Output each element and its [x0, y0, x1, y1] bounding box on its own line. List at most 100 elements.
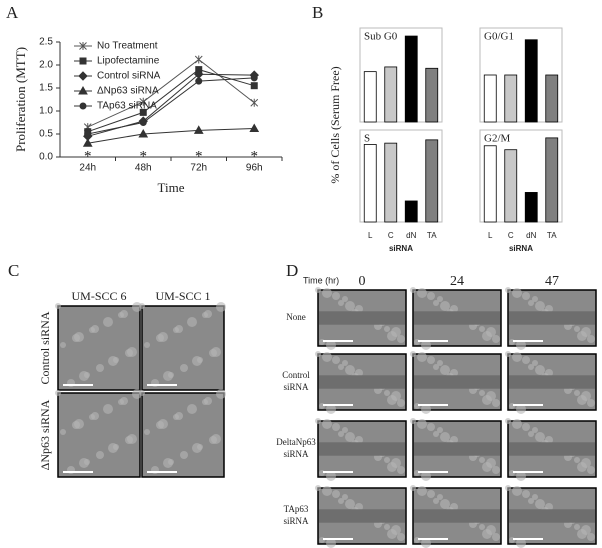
data-line — [87, 127, 255, 144]
cell-texture — [433, 498, 439, 504]
cell-texture — [421, 404, 431, 414]
scale-bar — [513, 404, 543, 406]
data-line — [87, 77, 255, 135]
cell-texture — [479, 457, 485, 463]
cell-texture — [516, 538, 526, 548]
bar — [404, 200, 418, 223]
cell-texture — [492, 533, 500, 541]
cell-texture — [532, 296, 538, 302]
annotation: * — [84, 148, 92, 164]
cell-texture — [545, 503, 553, 511]
bar — [363, 144, 377, 223]
cell-texture — [384, 326, 390, 332]
cell-texture — [532, 494, 538, 500]
legend-label: No Treatment — [97, 41, 158, 52]
bar — [524, 39, 538, 123]
cell-texture — [450, 503, 458, 511]
y-axis-label: % of Cells (Serum Free) — [328, 66, 342, 183]
x-axis-label: Time — [158, 180, 185, 195]
y-tick-label: 1.5 — [39, 83, 53, 94]
cell-texture — [479, 390, 485, 396]
row-label: Control siRNA — [38, 311, 52, 384]
y-tick-label: 2.5 — [39, 37, 53, 48]
cell-texture — [535, 432, 545, 442]
cell-texture — [535, 365, 545, 375]
cell-texture — [338, 300, 344, 306]
x-tick-label: 72h — [190, 163, 207, 174]
cell-texture — [437, 296, 443, 302]
cell-texture — [216, 389, 226, 399]
cell-texture — [410, 287, 416, 293]
cell-texture — [202, 312, 208, 318]
wound-gap — [414, 509, 500, 523]
x-tick-label: 48h — [135, 163, 152, 174]
cell-texture — [72, 421, 80, 429]
cell-texture — [55, 303, 61, 309]
cell-texture — [384, 390, 390, 396]
row-label: TAp63 — [284, 504, 309, 514]
cell-texture — [144, 429, 150, 435]
x-tick-label: TA — [547, 231, 557, 240]
cell-texture — [587, 466, 595, 474]
panel-label: C — [8, 261, 19, 280]
cell-texture — [118, 399, 124, 405]
bar — [425, 139, 439, 223]
x-tick-label: L — [368, 231, 373, 240]
cell-texture — [156, 334, 164, 342]
annotation: * — [140, 148, 148, 164]
cell-texture — [440, 499, 450, 509]
cell-texture — [326, 340, 336, 350]
row-label: siRNA — [283, 382, 309, 392]
wound-gap — [319, 442, 405, 456]
scale-bar — [513, 538, 543, 540]
legend-marker — [78, 85, 88, 95]
panel-label: D — [286, 261, 298, 280]
cell-texture — [528, 498, 534, 504]
cell-texture — [332, 292, 340, 300]
cell-texture — [512, 419, 522, 429]
x-tick-label: TA — [427, 231, 437, 240]
cell-texture — [522, 292, 530, 300]
cell-texture — [545, 369, 553, 377]
cell-texture — [209, 436, 217, 444]
bar — [504, 149, 518, 223]
cell-texture — [144, 342, 150, 348]
y-axis-label: Proliferation (MTT) — [13, 47, 28, 152]
scale-bar — [418, 471, 448, 473]
cell-texture — [322, 288, 332, 298]
chart-title: S — [364, 133, 370, 145]
scale-bar — [418, 404, 448, 406]
cell-texture — [326, 538, 336, 548]
legend-label: Control siRNA — [97, 71, 161, 82]
chart-frame — [359, 129, 443, 223]
cell-texture — [581, 458, 591, 468]
legend-marker — [78, 71, 88, 81]
cell-texture — [338, 364, 344, 370]
scale-bar — [323, 404, 353, 406]
cell-texture — [532, 360, 538, 366]
micrograph — [141, 392, 225, 478]
cell-texture — [125, 436, 133, 444]
cell-texture — [479, 524, 485, 530]
cell-texture — [486, 391, 496, 401]
data-point — [193, 125, 204, 134]
cell-texture — [108, 356, 118, 366]
column-label: 24 — [450, 274, 464, 289]
cell-texture — [118, 312, 124, 318]
chart-frame — [359, 27, 443, 123]
cell-texture — [532, 427, 538, 433]
wound-gap — [319, 509, 405, 523]
cell-texture — [492, 466, 500, 474]
cell-texture — [345, 301, 355, 311]
scale-bar — [513, 340, 543, 342]
chart-frame — [479, 129, 563, 223]
cell-texture — [342, 360, 348, 366]
cell-texture — [574, 457, 580, 463]
cell-texture — [173, 414, 179, 420]
cell-texture — [587, 335, 595, 343]
data-line — [87, 58, 255, 128]
data-point — [249, 123, 260, 132]
panel-label: A — [6, 3, 19, 22]
chart-title: G2/M — [484, 133, 511, 145]
cell-texture — [437, 427, 443, 433]
